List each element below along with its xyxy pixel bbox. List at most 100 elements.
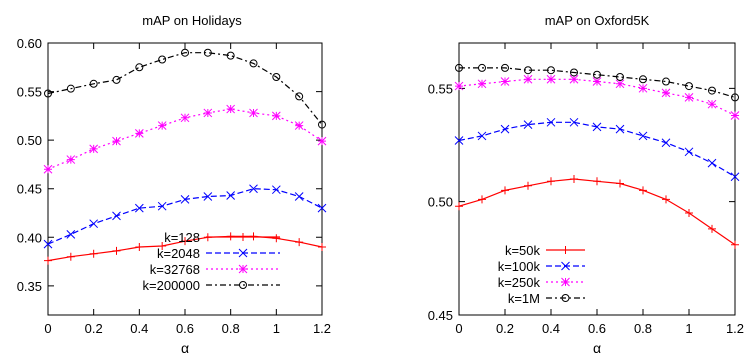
- data-point: [90, 145, 98, 153]
- data-point: [136, 64, 143, 71]
- series-k=100k: [455, 118, 739, 180]
- data-point: [295, 238, 303, 246]
- data-point: [501, 78, 509, 86]
- data-point: [227, 192, 235, 200]
- oxford-xlabel: α: [593, 340, 601, 356]
- data-point: [204, 109, 212, 117]
- data-point: [318, 243, 326, 251]
- oxford-ticks: 0 0.2 0.4 0.6 0.8 1 1.20.450.500.55: [428, 43, 744, 336]
- oxford-series: [455, 64, 739, 248]
- data-point: [44, 165, 52, 173]
- data-point: [708, 159, 716, 167]
- data-point: [113, 137, 121, 145]
- data-point: [135, 129, 143, 137]
- series-k=50k: [455, 175, 739, 249]
- data-point: [318, 137, 326, 145]
- x-tick-label: 0.2: [496, 321, 514, 336]
- data-point: [295, 122, 303, 130]
- y-tick-label: 0.45: [428, 308, 453, 323]
- data-point: [731, 241, 739, 249]
- holidays-chart: mAP on Holidays 0 0.2 0.4 0.6 0.8 1 1.2 0.35 0.4…: [17, 13, 331, 356]
- data-point: [227, 232, 235, 240]
- data-point: [158, 122, 166, 130]
- legend-marker: [239, 265, 247, 273]
- legend-label: k=100k: [498, 259, 541, 274]
- x-tick-label: 0.8: [222, 321, 240, 336]
- x-tick-label: 1.2: [726, 321, 744, 336]
- oxford-chart: mAP on Oxford5K 0 0.2 0.4 0.6 0.8 1 1.2 0.45 0.5…: [428, 13, 744, 356]
- x-tick-label: 0.8: [634, 321, 652, 336]
- series-line: [459, 122, 735, 176]
- data-point: [90, 220, 98, 228]
- legend-label: k=50k: [505, 243, 541, 258]
- data-point: [250, 232, 258, 240]
- data-point: [685, 148, 693, 156]
- y-tick-label: 0.55: [428, 81, 453, 96]
- legend-marker: [562, 278, 570, 286]
- data-point: [67, 156, 75, 164]
- data-point: [662, 89, 670, 97]
- data-point: [44, 257, 52, 265]
- data-point: [593, 177, 601, 185]
- legend-label: k=1M: [508, 291, 540, 306]
- data-point: [227, 105, 235, 113]
- data-point: [295, 192, 303, 200]
- data-point: [455, 82, 463, 90]
- data-point: [570, 175, 578, 183]
- x-tick-label: 0.6: [588, 321, 606, 336]
- data-point: [731, 112, 739, 120]
- data-point: [662, 139, 670, 147]
- y-tick-label: 0.45: [17, 182, 42, 197]
- data-point: [547, 177, 555, 185]
- data-point: [639, 186, 647, 194]
- x-tick-label: 1.2: [313, 321, 331, 336]
- series-line: [459, 179, 735, 245]
- series-k=250k: [455, 75, 739, 119]
- data-point: [708, 100, 716, 108]
- x-tick-label: 1: [685, 321, 692, 336]
- y-tick-label: 0.40: [17, 230, 42, 245]
- y-tick-label: 0.35: [17, 279, 42, 294]
- legend-marker: [239, 233, 247, 241]
- y-tick-label: 0.60: [17, 36, 42, 51]
- legend-label: k=128: [164, 230, 200, 245]
- data-point: [113, 212, 121, 220]
- data-point: [524, 75, 532, 83]
- data-point: [708, 225, 716, 233]
- data-point: [501, 186, 509, 194]
- data-point: [455, 202, 463, 210]
- data-point: [685, 93, 693, 101]
- data-point: [478, 195, 486, 203]
- holidays-title: mAP on Holidays: [142, 13, 242, 28]
- data-point: [181, 114, 189, 122]
- data-point: [67, 230, 75, 238]
- data-point: [272, 112, 280, 120]
- holidays-xlabel: α: [181, 340, 189, 356]
- data-point: [67, 253, 75, 261]
- y-tick-label: 0.50: [17, 133, 42, 148]
- legend-label: k=250k: [498, 275, 541, 290]
- data-point: [639, 132, 647, 140]
- legend-label: k=32768: [150, 262, 200, 277]
- legend-marker: [562, 246, 570, 254]
- data-point: [135, 243, 143, 251]
- x-tick-label: 0.2: [85, 321, 103, 336]
- data-point: [478, 80, 486, 88]
- data-point: [159, 56, 166, 63]
- x-tick-label: 0: [44, 321, 51, 336]
- data-point: [113, 76, 120, 83]
- x-tick-label: 1: [273, 321, 280, 336]
- data-point: [547, 75, 555, 83]
- data-point: [90, 250, 98, 258]
- oxford-title: mAP on Oxford5K: [545, 13, 650, 28]
- series-k=32768: [44, 105, 326, 173]
- data-point: [250, 109, 258, 117]
- data-point: [639, 84, 647, 92]
- data-point: [272, 234, 280, 242]
- x-tick-label: 0.4: [130, 321, 148, 336]
- legend-label: k=2048: [157, 246, 200, 261]
- x-tick-label: 0.4: [542, 321, 560, 336]
